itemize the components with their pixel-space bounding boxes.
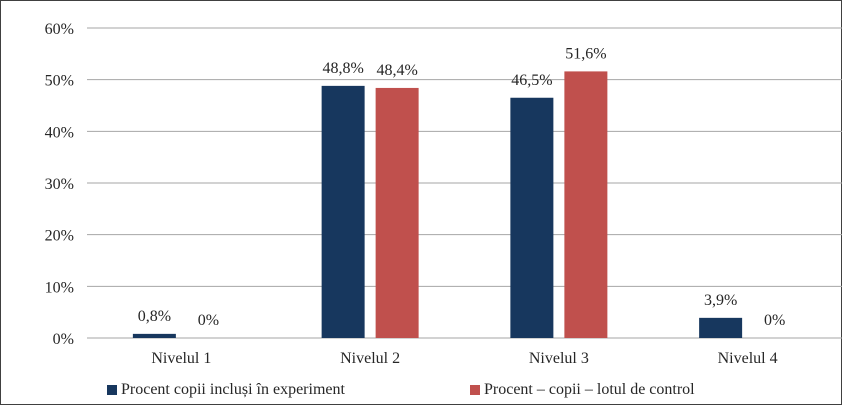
bar-control	[564, 71, 608, 339]
legend-label-experiment: Procent copii incluși în experiment	[121, 381, 345, 398]
x-tick-label: Nivelul 2	[340, 350, 400, 367]
x-axis-ticks: Nivelul 1 Nivelul 2 Nivelul 3 Nivelul 4	[151, 350, 777, 367]
data-labels: 0,8% 0% 48,8% 48,4% 46,5% 51,6% 3,9% 0%	[138, 45, 786, 329]
legend: Procent copii incluși în experiment Proc…	[0, 381, 844, 405]
data-label: 48,4%	[376, 62, 417, 79]
legend-swatch-control	[470, 385, 480, 395]
y-tick-label: 20%	[45, 228, 74, 245]
y-tick-label: 30%	[45, 176, 74, 193]
legend-swatch-experiment	[107, 385, 117, 395]
x-tick-label: Nivelul 3	[529, 350, 589, 367]
bar-experiment	[132, 333, 176, 338]
data-label: 0,8%	[138, 308, 171, 325]
data-label: 46,5%	[511, 72, 552, 89]
data-label: 0%	[764, 312, 785, 329]
bars	[132, 71, 743, 339]
x-tick-label: Nivelul 1	[151, 350, 211, 367]
bar-experiment	[510, 97, 554, 338]
data-label: 48,8%	[322, 60, 363, 77]
y-tick-label: 40%	[45, 124, 74, 141]
y-tick-label: 60%	[45, 21, 74, 38]
legend-label-control: Procent – copii – lotul de control	[484, 381, 695, 398]
data-label: 0%	[198, 312, 219, 329]
legend-item-experiment: Procent copii incluși în experiment	[107, 381, 345, 399]
y-tick-label: 0%	[53, 331, 74, 348]
data-label: 3,9%	[704, 292, 737, 309]
y-tick-label: 10%	[45, 279, 74, 296]
y-tick-label: 50%	[45, 73, 74, 90]
y-axis-ticks: 0% 10% 20% 30% 40% 50% 60%	[45, 21, 74, 348]
bar-experiment	[321, 85, 365, 338]
data-label: 51,6%	[565, 45, 606, 62]
x-tick-label: Nivelul 4	[718, 350, 778, 367]
legend-item-control: Procent – copii – lotul de control	[470, 381, 695, 399]
bar-control	[375, 87, 419, 338]
bar-chart: 0% 10% 20% 30% 40% 50% 60% 0,8% 0% 48,8% 48,4% 46,…	[45, 21, 842, 367]
bar-experiment	[699, 317, 743, 338]
